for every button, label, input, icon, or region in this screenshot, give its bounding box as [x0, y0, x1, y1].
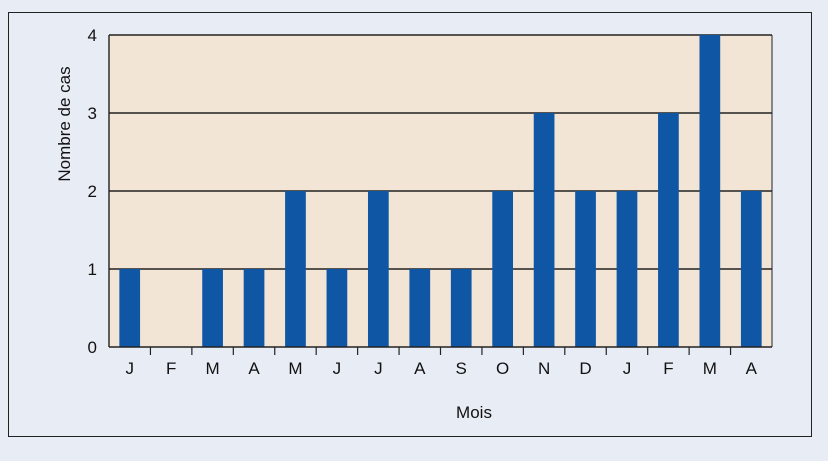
x-tick-label: S — [456, 359, 467, 378]
y-tick-label: 2 — [88, 182, 97, 201]
x-tick-label: J — [623, 359, 632, 378]
y-tick-labels: 0 1 2 3 4 — [88, 26, 97, 357]
bars — [119, 35, 762, 347]
bar — [492, 191, 514, 347]
x-tick-label: F — [166, 359, 176, 378]
x-tick-label: F — [663, 359, 673, 378]
y-tick-label: 0 — [88, 338, 97, 357]
bar — [658, 113, 679, 347]
x-tick-label: A — [248, 359, 260, 378]
bar — [202, 269, 223, 347]
y-tick-label: 3 — [88, 104, 97, 123]
bar — [119, 269, 141, 347]
x-tick-label: O — [496, 359, 509, 378]
bar — [285, 191, 306, 347]
bar — [740, 191, 762, 347]
x-axis-label: Mois — [456, 403, 492, 422]
x-tick-label: D — [579, 359, 591, 378]
axes — [108, 35, 773, 355]
x-tick-label: J — [125, 359, 134, 378]
bar — [450, 269, 472, 347]
bar — [326, 269, 348, 347]
bar — [243, 269, 265, 347]
x-tick-label: M — [288, 359, 302, 378]
bar — [367, 191, 389, 347]
bar — [533, 113, 555, 347]
bar — [699, 35, 721, 347]
y-tick-label: 4 — [88, 26, 97, 45]
outer-frame — [8, 12, 812, 437]
x-tick-label: M — [703, 359, 717, 378]
bar — [575, 191, 596, 347]
bar — [409, 269, 431, 347]
x-tick-label: A — [414, 359, 426, 378]
x-tick-label: J — [374, 359, 383, 378]
x-tick-label: J — [333, 359, 342, 378]
x-tick-label: A — [746, 359, 758, 378]
y-axis-label: Nombre de cas — [55, 66, 74, 181]
x-tick-label: N — [538, 359, 550, 378]
bar — [616, 191, 638, 347]
y-tick-label: 1 — [88, 260, 97, 279]
x-tick-label: M — [206, 359, 220, 378]
